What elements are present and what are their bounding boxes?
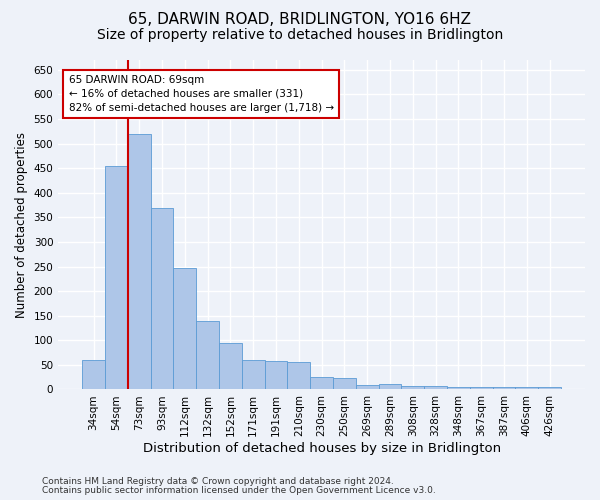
Bar	[105, 166, 128, 390]
Bar	[333, 378, 356, 390]
Bar	[470, 387, 493, 390]
Text: 65 DARWIN ROAD: 69sqm
← 16% of detached houses are smaller (331)
82% of semi-det: 65 DARWIN ROAD: 69sqm ← 16% of detached …	[69, 75, 334, 113]
Bar	[128, 134, 151, 390]
Bar	[447, 386, 470, 390]
X-axis label: Distribution of detached houses by size in Bridlington: Distribution of detached houses by size …	[143, 442, 500, 455]
Bar	[401, 386, 424, 390]
Bar	[173, 268, 196, 390]
Bar	[424, 386, 447, 390]
Bar	[287, 362, 310, 390]
Text: Size of property relative to detached houses in Bridlington: Size of property relative to detached ho…	[97, 28, 503, 42]
Bar	[356, 384, 379, 390]
Bar	[219, 342, 242, 390]
Bar	[151, 208, 173, 390]
Bar	[515, 388, 538, 390]
Bar	[196, 320, 219, 390]
Bar	[310, 377, 333, 390]
Text: Contains HM Land Registry data © Crown copyright and database right 2024.: Contains HM Land Registry data © Crown c…	[42, 477, 394, 486]
Bar	[379, 384, 401, 390]
Y-axis label: Number of detached properties: Number of detached properties	[15, 132, 28, 318]
Bar	[82, 360, 105, 390]
Bar	[493, 387, 515, 390]
Bar	[265, 362, 287, 390]
Text: Contains public sector information licensed under the Open Government Licence v3: Contains public sector information licen…	[42, 486, 436, 495]
Bar	[242, 360, 265, 390]
Text: 65, DARWIN ROAD, BRIDLINGTON, YO16 6HZ: 65, DARWIN ROAD, BRIDLINGTON, YO16 6HZ	[128, 12, 472, 28]
Bar	[538, 388, 561, 390]
